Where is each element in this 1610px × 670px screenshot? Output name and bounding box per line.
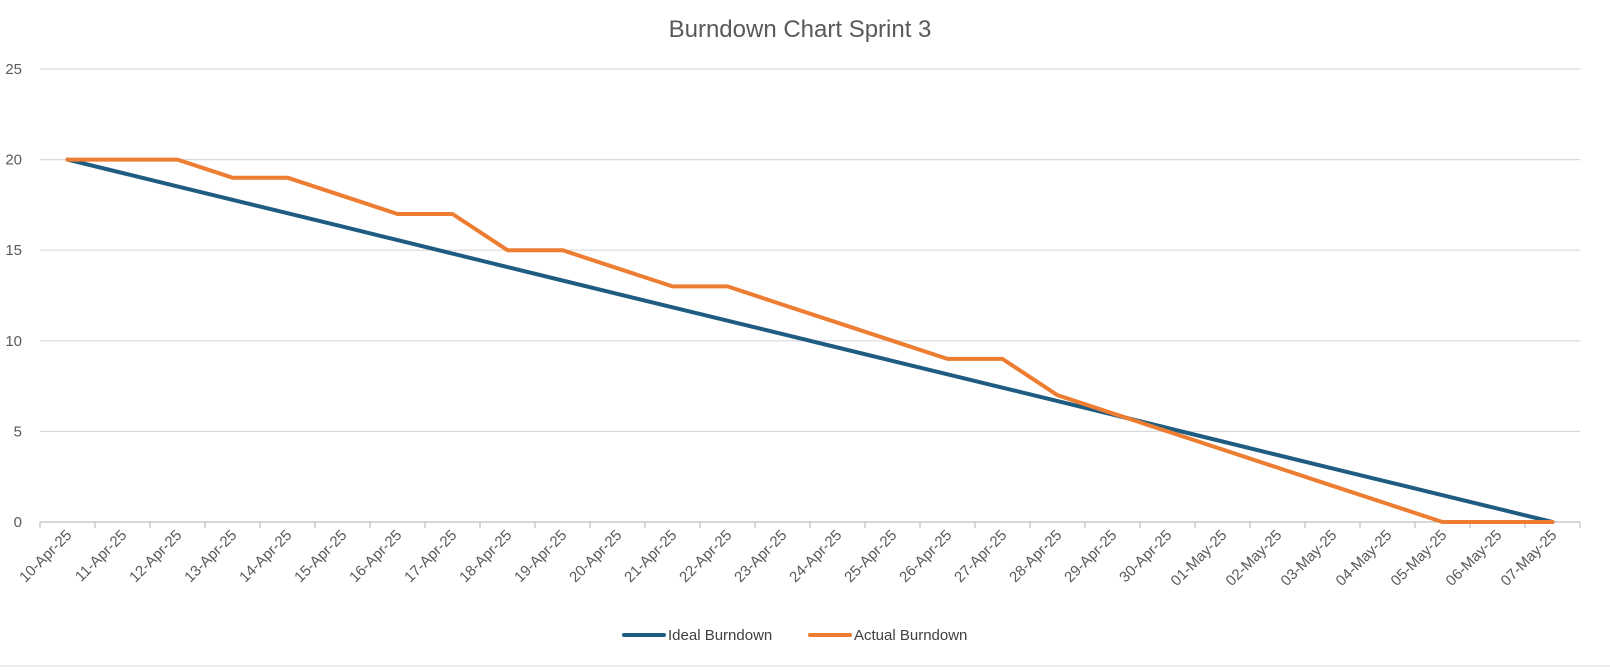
x-tick-label: 26-Apr-25 — [896, 527, 955, 586]
x-tick-label: 30-Apr-25 — [1116, 527, 1175, 586]
x-tick-label: 14-Apr-25 — [236, 527, 295, 586]
y-tick-label: 10 — [5, 333, 22, 350]
y-tick-label: 20 — [5, 152, 22, 169]
x-tick-label: 27-Apr-25 — [951, 527, 1010, 586]
x-tick-label: 22-Apr-25 — [676, 527, 735, 586]
legend-label-1: Actual Burndown — [854, 627, 967, 644]
x-tick-label: 03-May-25 — [1278, 527, 1341, 590]
x-tick-label: 01-May-25 — [1168, 527, 1231, 590]
x-tick-label: 18-Apr-25 — [456, 527, 515, 586]
x-tick-label: 16-Apr-25 — [346, 527, 405, 586]
x-tick-label: 20-Apr-25 — [566, 527, 625, 586]
axes: 0 5 10 15 20 25 10-Apr-2511-Apr-2512-Apr-2513-… — [0, 61, 1610, 667]
x-tick-label: 02-May-25 — [1223, 527, 1286, 590]
x-tick-label: 29-Apr-25 — [1061, 527, 1120, 586]
x-tick-label: 25-Apr-25 — [841, 527, 900, 586]
x-tick-label: 19-Apr-25 — [511, 527, 570, 586]
legend-label-0: Ideal Burndown — [668, 627, 772, 644]
legend: Ideal Burndown Actual Burndown — [622, 627, 967, 644]
x-tick-label: 05-May-25 — [1388, 527, 1451, 590]
x-tick-label: 21-Apr-25 — [621, 527, 680, 586]
series-lines — [65, 157, 1555, 524]
x-tick-label: 12-Apr-25 — [126, 527, 185, 586]
x-tick-label: 23-Apr-25 — [731, 527, 790, 586]
y-tick-label: 0 — [14, 514, 22, 531]
x-tick-label: 11-Apr-25 — [72, 527, 130, 585]
x-tick-label: 06-May-25 — [1443, 527, 1506, 590]
x-tick-label: 24-Apr-25 — [786, 527, 845, 586]
x-tick-label: 10-Apr-25 — [16, 527, 75, 586]
series-line-1 — [65, 157, 1555, 524]
y-tick-label: 15 — [5, 242, 22, 259]
x-tick-label: 15-Apr-25 — [291, 527, 350, 586]
y-tick-label: 25 — [5, 61, 22, 78]
series-line-0 — [65, 157, 1555, 524]
x-tick-label: 17-Apr-25 — [401, 527, 460, 586]
x-tick-label: 04-May-25 — [1333, 527, 1396, 590]
x-tick-label: 07-May-25 — [1498, 527, 1561, 590]
x-tick-label: 13-Apr-25 — [181, 527, 240, 586]
y-tick-label: 5 — [14, 423, 22, 440]
x-tick-label: 28-Apr-25 — [1006, 527, 1065, 586]
gridlines — [40, 68, 1580, 432]
chart-title: Burndown Chart Sprint 3 — [669, 16, 932, 43]
